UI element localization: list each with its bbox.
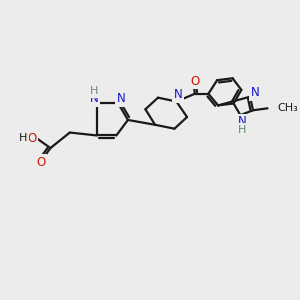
Text: N: N <box>90 92 98 105</box>
Text: N: N <box>174 88 183 101</box>
Text: N: N <box>117 92 125 105</box>
Text: H: H <box>90 86 98 96</box>
Text: O: O <box>190 75 200 88</box>
Text: H: H <box>19 134 27 143</box>
Text: O: O <box>27 132 37 145</box>
Text: CH₃: CH₃ <box>277 103 298 113</box>
Text: H: H <box>238 124 247 135</box>
Text: O: O <box>36 156 45 169</box>
Text: N: N <box>250 86 259 99</box>
Text: N: N <box>238 116 247 128</box>
